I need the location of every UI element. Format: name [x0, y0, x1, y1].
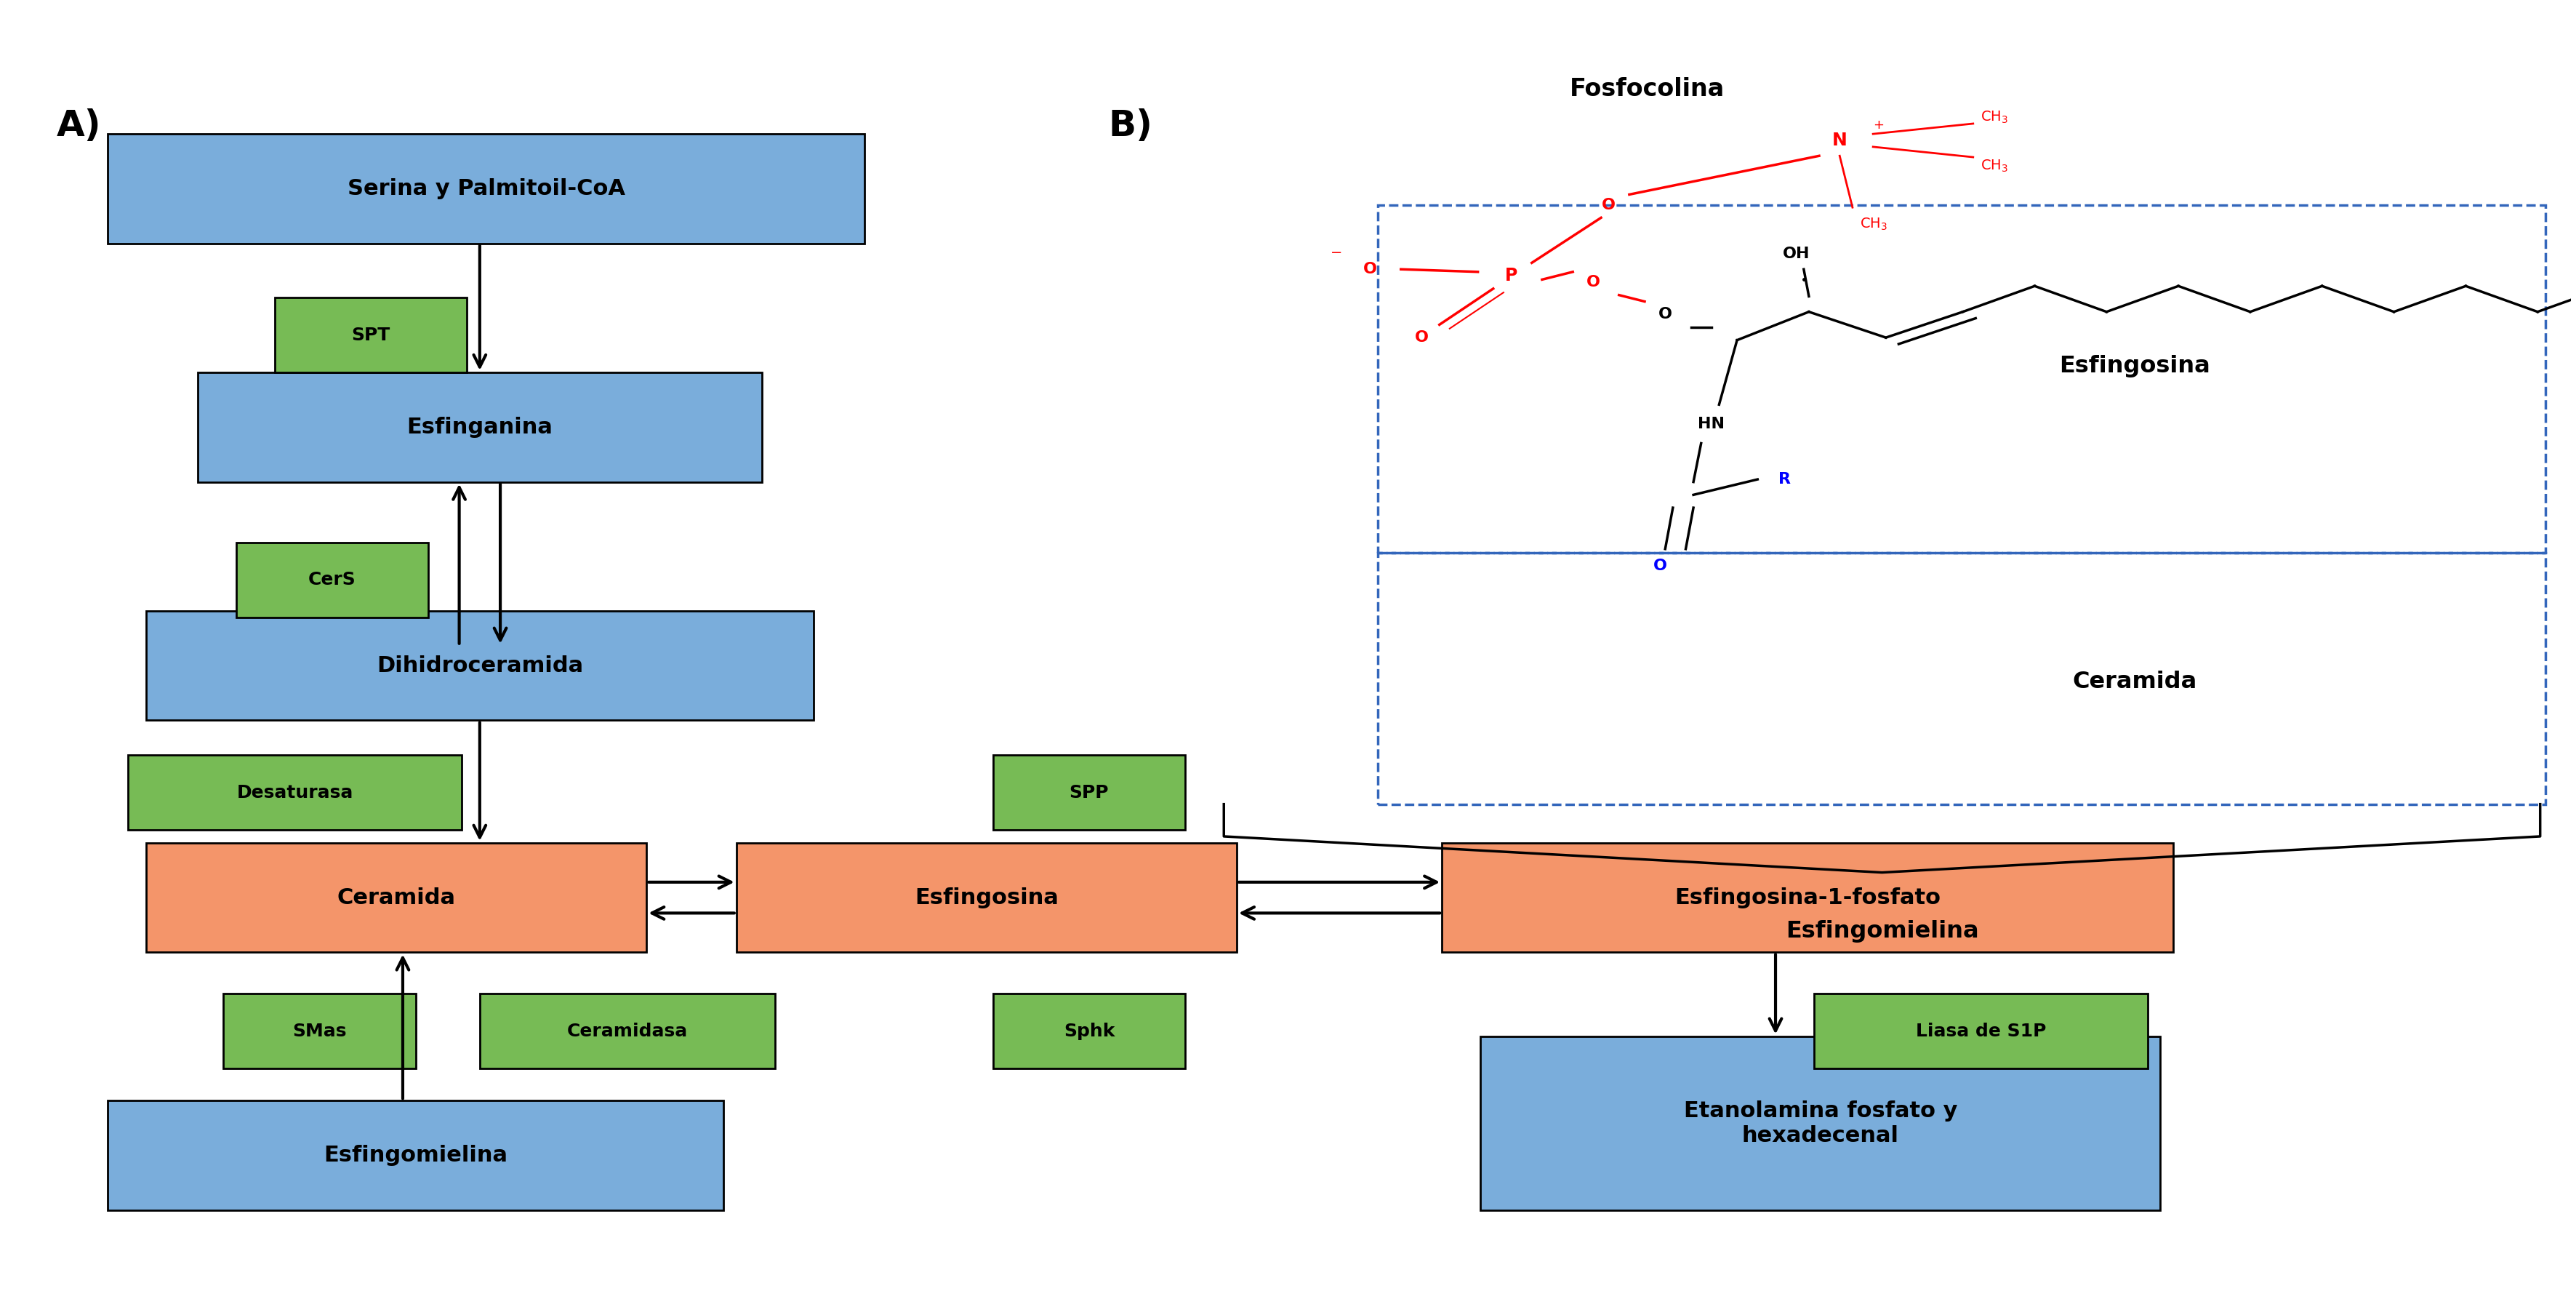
Text: B): B) — [1108, 108, 1151, 143]
Text: O: O — [1602, 197, 1615, 212]
Text: +: + — [1873, 118, 1883, 131]
FancyBboxPatch shape — [147, 611, 814, 721]
Text: CH$_3$: CH$_3$ — [1981, 158, 2009, 174]
Text: Serina y Palmitoil-CoA: Serina y Palmitoil-CoA — [348, 178, 626, 199]
FancyBboxPatch shape — [737, 843, 1236, 952]
Text: OH: OH — [1783, 247, 1811, 261]
FancyBboxPatch shape — [1481, 1037, 2161, 1211]
Text: CH$_3$: CH$_3$ — [1981, 109, 2009, 125]
Text: O: O — [1587, 275, 1600, 290]
Text: O: O — [1363, 262, 1378, 277]
Text: CH$_3$: CH$_3$ — [1860, 217, 1888, 233]
Text: O: O — [1659, 307, 1672, 322]
Text: Fosfocolina: Fosfocolina — [1569, 77, 1726, 101]
Text: Desaturasa: Desaturasa — [237, 783, 353, 801]
Text: Etanolamina fosfato y
hexadecenal: Etanolamina fosfato y hexadecenal — [1685, 1100, 1958, 1146]
FancyBboxPatch shape — [237, 543, 428, 617]
FancyBboxPatch shape — [224, 994, 415, 1068]
Text: Esfingomielina: Esfingomielina — [325, 1144, 507, 1167]
Text: Ceramida: Ceramida — [2074, 670, 2197, 692]
Text: HN: HN — [1698, 417, 1726, 431]
FancyBboxPatch shape — [276, 297, 466, 373]
Text: O: O — [1414, 330, 1427, 344]
Text: SMas: SMas — [291, 1022, 345, 1039]
Text: SPT: SPT — [350, 326, 389, 344]
Text: O: O — [1654, 559, 1667, 573]
FancyBboxPatch shape — [108, 1100, 724, 1211]
Text: A): A) — [57, 108, 100, 143]
FancyBboxPatch shape — [108, 134, 866, 243]
Text: P: P — [1504, 268, 1517, 284]
Text: Ceramida: Ceramida — [337, 887, 456, 908]
Text: Ceramidasa: Ceramidasa — [567, 1022, 688, 1039]
Text: Esfinganina: Esfinganina — [407, 417, 554, 438]
Text: CerS: CerS — [309, 572, 355, 588]
FancyBboxPatch shape — [479, 994, 775, 1068]
Text: N: N — [1832, 131, 1847, 149]
Text: Esfingomielina: Esfingomielina — [1785, 920, 1978, 943]
Text: −: − — [1332, 246, 1342, 260]
Text: R: R — [1777, 472, 1790, 487]
Text: Liasa de S1P: Liasa de S1P — [1917, 1022, 2045, 1039]
Text: SPP: SPP — [1069, 783, 1108, 801]
Text: Esfingosina-1-fosfato: Esfingosina-1-fosfato — [1674, 887, 1940, 908]
Text: Sphk: Sphk — [1064, 1022, 1115, 1039]
FancyBboxPatch shape — [992, 755, 1185, 830]
FancyBboxPatch shape — [1443, 843, 2174, 952]
Text: Dihidroceramida: Dihidroceramida — [376, 655, 582, 677]
FancyBboxPatch shape — [129, 755, 461, 830]
FancyBboxPatch shape — [198, 373, 762, 482]
Text: Esfingosina: Esfingosina — [2058, 355, 2210, 377]
FancyBboxPatch shape — [992, 994, 1185, 1068]
Text: Esfingosina: Esfingosina — [914, 887, 1059, 908]
FancyBboxPatch shape — [147, 843, 647, 952]
FancyBboxPatch shape — [1814, 994, 2148, 1068]
